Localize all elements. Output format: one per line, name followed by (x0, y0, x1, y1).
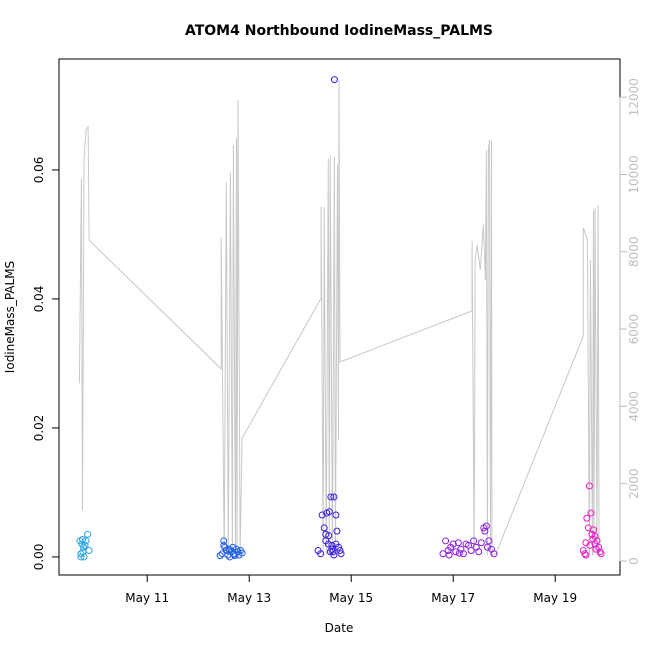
point (459, 550, 467, 558)
point (216, 552, 224, 560)
y2-tick-label: 8000 (627, 237, 641, 268)
point (79, 543, 87, 551)
point (220, 541, 228, 549)
point (326, 548, 334, 556)
point (477, 539, 485, 547)
point (337, 550, 345, 558)
y2-tick-label: 2000 (627, 468, 641, 499)
y-tick-label: 0.06 (32, 157, 46, 184)
point (329, 548, 337, 556)
point (445, 551, 453, 559)
x-tick-label: May 17 (431, 591, 475, 605)
point (238, 549, 246, 557)
point (490, 550, 498, 558)
point (84, 530, 92, 538)
x-tick-label: May 15 (329, 591, 373, 605)
point (325, 532, 333, 540)
altitude-line (78, 80, 600, 556)
y-axis-label: IodineMass_PALMS (3, 261, 17, 373)
point (322, 537, 330, 545)
point (80, 553, 88, 561)
y-tick-label: 0.00 (32, 544, 46, 571)
point (79, 548, 87, 556)
point (330, 76, 338, 84)
point (595, 543, 603, 551)
point (591, 532, 599, 540)
y2-tick-label: 10000 (627, 155, 641, 193)
point (467, 546, 475, 554)
point (485, 537, 493, 545)
point (589, 526, 597, 534)
point (230, 550, 238, 558)
x-tick-label: May 13 (227, 591, 271, 605)
point (332, 540, 340, 548)
y-tick-label: 0.04 (32, 286, 46, 313)
chart-title: ATOM4 Northbound IodineMass_PALMS (185, 23, 493, 39)
point (581, 550, 589, 558)
point (597, 550, 605, 558)
point (454, 539, 462, 547)
y-tick-label: 0.02 (32, 415, 46, 442)
point (226, 546, 234, 554)
point (320, 524, 328, 532)
point (470, 537, 478, 545)
x-axis-label: Date (325, 621, 354, 635)
y2-tick-label: 6000 (627, 314, 641, 345)
point (585, 482, 593, 490)
point (442, 537, 450, 545)
point (455, 549, 463, 557)
point (81, 541, 89, 549)
point (328, 541, 336, 549)
point (318, 511, 326, 519)
point (317, 550, 325, 558)
point (593, 537, 601, 545)
point (483, 543, 491, 551)
y2-tick-label: 12000 (627, 78, 641, 116)
point (330, 493, 338, 501)
point (475, 548, 483, 556)
point (325, 508, 333, 516)
point (583, 514, 591, 522)
point (582, 551, 590, 559)
point (327, 493, 335, 501)
point (336, 546, 344, 554)
y2-tick-label: 0 (627, 557, 641, 565)
y2-tick-label: 4000 (627, 391, 641, 422)
point (332, 511, 340, 519)
x-tick-label: May 19 (533, 591, 577, 605)
point (449, 540, 457, 548)
point (333, 527, 341, 535)
point (82, 537, 90, 545)
point (220, 537, 228, 545)
x-tick-label: May 11 (125, 591, 169, 605)
point (78, 536, 86, 544)
point (587, 509, 595, 517)
point (586, 541, 594, 549)
point (481, 527, 489, 535)
